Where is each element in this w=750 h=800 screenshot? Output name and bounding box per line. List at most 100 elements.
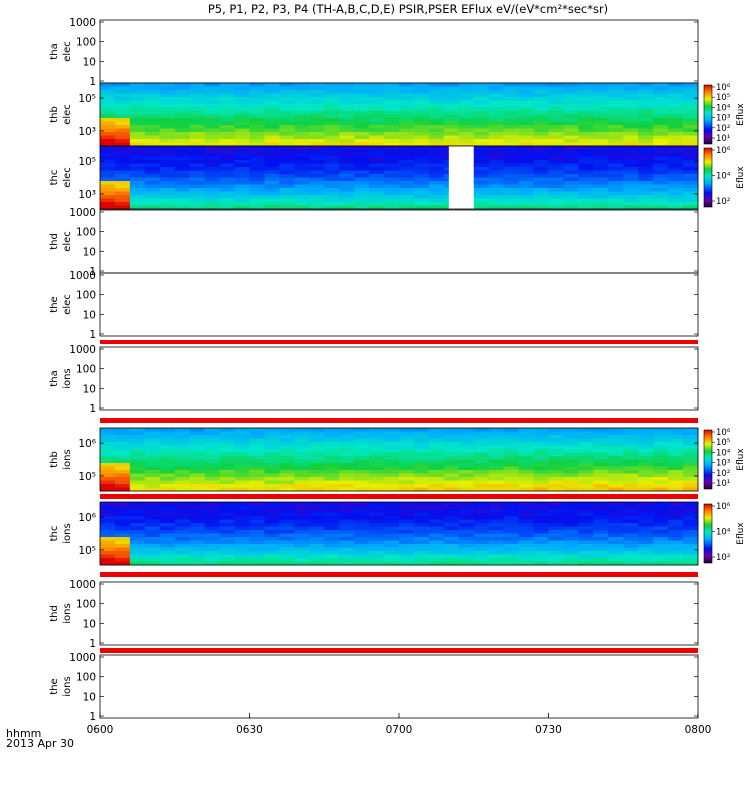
heatmap-cell [533,477,549,481]
heatmap-cell [354,459,370,464]
heatmap-cell [623,167,639,171]
heatmap-cell [339,160,355,164]
heatmap-cell [473,139,490,143]
colorbar-tick-label: 10³ [716,459,730,469]
heatmap-cell [219,174,235,178]
heatmap-cell [473,184,490,189]
heatmap-cell [384,537,400,541]
heatmap-cell [623,445,639,450]
heatmap-cell [623,139,639,143]
heatmap-cell [219,107,235,112]
heatmap-cell [369,473,385,478]
heatmap-cell [488,512,505,517]
heatmap-cell [339,480,355,485]
heatmap-cell [204,83,220,87]
heatmap-cell [578,509,594,513]
heatmap-cell [533,456,549,460]
heatmap-cell [339,191,355,196]
heatmap-cell [129,195,146,199]
heatmap-cell [473,480,490,485]
heatmap-cell [623,452,639,457]
heatmap-cell [503,146,519,150]
heatmap-cell [503,111,519,115]
heatmap-cell [548,519,564,524]
heatmap-cell [384,114,400,119]
heatmap-cell [503,160,519,164]
heatmap-cell [399,184,415,189]
heatmap-cell [279,551,295,555]
heatmap-cell [144,509,161,513]
heatmap-cell [189,160,206,164]
heatmap-cell [279,502,295,506]
heatmap-cell [443,466,460,471]
heatmap-cell [339,456,355,460]
heatmap-cell [413,442,430,446]
heatmap-cell [443,477,460,481]
heatmap-cell [683,561,699,566]
heatmap-cell [234,544,250,548]
heatmap-cell [683,191,699,196]
heatmap-cell [279,561,295,566]
heatmap-cell [518,135,534,140]
heatmap-cell [189,428,206,432]
heatmap-cell [548,93,564,98]
heatmap-cell [144,505,161,510]
heatmap-cell [324,484,340,488]
heatmap-cell [114,512,131,517]
heatmap-cell [249,83,265,87]
heatmap-cell [174,114,191,119]
heatmap-cell [159,83,176,87]
heatmap-cell [638,139,654,143]
heatmap-cell [563,149,579,154]
heatmap-cell [683,466,699,471]
heatmap-cell [593,174,609,178]
heatmap-cell [354,93,370,98]
heatmap-cell [294,428,310,432]
heatmap-cell [219,198,235,203]
heatmap-cell [638,505,654,510]
heatmap-cell [683,125,699,129]
heatmap-cell [518,547,534,552]
heatmap-cell [653,114,669,119]
heatmap-cell [548,537,564,541]
heatmap-cell [683,163,699,168]
heatmap-cell [219,188,235,192]
heatmap-cell [638,445,654,450]
heatmap-cell [518,561,534,566]
heatmap-cell [294,519,310,524]
heatmap-cell [204,505,220,510]
heatmap-cell [369,452,385,457]
heatmap-cell [653,445,669,450]
heatmap-cell [653,459,669,464]
heatmap-cell [100,459,116,464]
heatmap-cell [488,449,505,453]
heatmap-cell [623,502,639,506]
heatmap-cell [488,100,505,105]
heatmap-cell [428,530,445,534]
heatmap-cell [563,114,579,119]
heatmap-cell [608,526,624,531]
heatmap-cell [144,547,161,552]
heatmap-cell [518,530,534,534]
heatmap-cell [399,551,415,555]
heatmap-cell [234,561,250,566]
heatmap-cell [593,97,609,101]
heatmap-cell [159,452,176,457]
heatmap-cell [174,561,191,566]
y-tick-label: 10 [83,618,96,630]
heatmap-cell [668,184,684,189]
heatmap-cell [518,509,534,513]
heatmap-cell [578,449,594,453]
heatmap-cell [309,484,325,488]
heatmap-cell [399,509,415,513]
heatmap-cell [234,100,250,105]
heatmap-cell [369,121,385,126]
heatmap-cell [428,83,445,87]
heatmap-cell [159,184,176,189]
heatmap-cell [563,107,579,112]
heatmap-cell [399,167,415,171]
heatmap-cell [234,97,250,101]
heatmap-cell [189,484,206,488]
heatmap-cell [294,156,310,161]
heatmap-cell [473,118,490,122]
